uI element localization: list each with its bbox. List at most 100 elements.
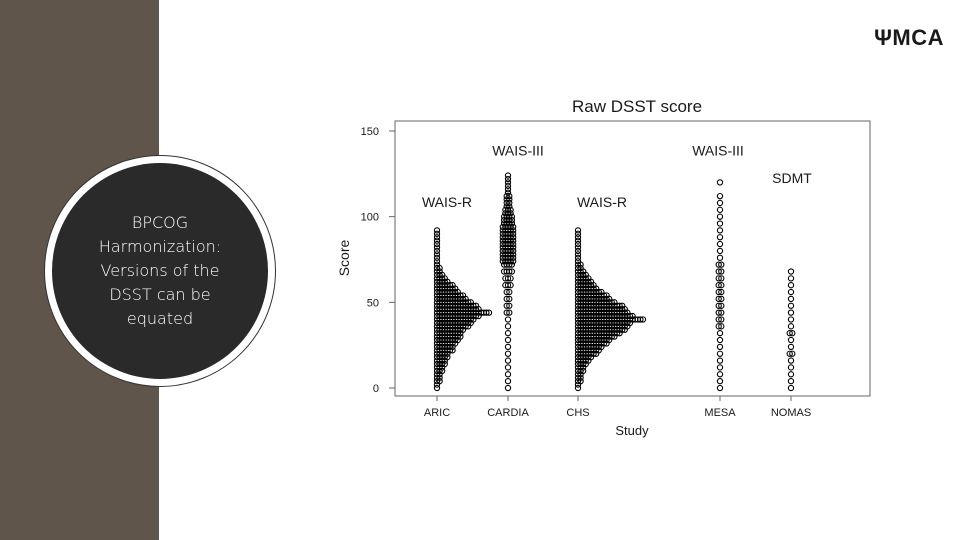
data-point — [503, 309, 510, 316]
data-point — [716, 220, 724, 227]
data-point — [504, 350, 512, 357]
data-point — [507, 275, 514, 282]
data-point — [504, 377, 512, 385]
data-point — [506, 302, 513, 309]
data-point — [787, 377, 795, 385]
y-tick-label: 0 — [373, 383, 379, 395]
data-point — [715, 268, 722, 275]
x-tick-label: ARIC — [424, 407, 450, 419]
data-point — [786, 330, 793, 337]
data-point — [433, 247, 441, 255]
data-point — [433, 230, 441, 237]
data-point — [504, 275, 512, 282]
data-point — [716, 336, 724, 344]
data-point — [789, 350, 796, 357]
data-point — [574, 240, 582, 248]
data-point — [787, 316, 795, 323]
callout-circle: BPCOG Harmonization: Versions of the DSS… — [52, 163, 268, 379]
x-tick-label: MESA — [704, 407, 736, 419]
data-point — [504, 182, 512, 189]
data-point — [472, 302, 480, 309]
dsst-scatter-chart: Raw DSST score Score Study 0 50 100 150 ARI… — [336, 97, 871, 438]
data-point — [504, 282, 512, 289]
data-point — [504, 371, 512, 378]
x-tick-label: CHS — [566, 407, 589, 419]
data-point — [485, 309, 493, 316]
data-point — [574, 230, 582, 237]
data-point — [789, 330, 796, 337]
data-point — [629, 312, 636, 320]
data-point — [574, 251, 582, 258]
data-point — [433, 384, 441, 392]
data-point — [433, 258, 441, 265]
data-point — [506, 261, 513, 268]
data-point — [786, 350, 793, 357]
data-point — [507, 223, 514, 231]
data-point — [787, 295, 795, 303]
data-point — [716, 179, 724, 186]
data-point — [616, 302, 623, 309]
data-point — [787, 302, 795, 309]
data-point — [716, 357, 724, 364]
data-point — [508, 261, 516, 268]
y-tick-label: 100 — [361, 212, 379, 224]
data-point — [504, 336, 512, 344]
data-point — [787, 371, 795, 378]
data-point — [716, 364, 724, 371]
y-tick-label: 50 — [367, 297, 379, 309]
data-point — [716, 377, 724, 385]
data-point — [718, 268, 725, 275]
data-point — [716, 371, 724, 378]
y-axis-label: Score — [336, 240, 352, 277]
data-point — [504, 343, 512, 351]
data-point — [787, 309, 795, 316]
data-point — [503, 192, 510, 200]
data-point — [787, 268, 795, 275]
data-point — [506, 309, 513, 316]
data-point — [433, 264, 441, 272]
chart-title: Raw DSST score — [572, 97, 702, 116]
data-point — [503, 295, 510, 303]
data-point — [504, 357, 512, 364]
plot-frame — [394, 120, 871, 397]
data-point — [718, 316, 725, 323]
data-point — [506, 268, 513, 275]
data-point — [715, 316, 722, 323]
data-point — [467, 299, 474, 306]
data-point — [503, 288, 510, 296]
data-point — [718, 302, 725, 309]
data-point — [716, 240, 724, 248]
data-point — [506, 192, 513, 200]
data-point — [507, 206, 514, 213]
data-point — [619, 302, 626, 309]
data-point — [504, 323, 512, 330]
version-annotation: WAIS-R — [422, 194, 472, 210]
mca-logo: ΨMCA — [874, 25, 944, 50]
data-point — [574, 247, 582, 255]
data-point — [715, 275, 722, 282]
data-point — [459, 292, 467, 299]
data-point — [611, 299, 618, 306]
version-annotation: WAIS-III — [492, 143, 544, 159]
data-point — [433, 234, 441, 241]
data-point — [504, 316, 512, 323]
data-point — [718, 275, 725, 282]
version-annotation: WAIS-R — [577, 194, 627, 210]
data-point — [504, 206, 512, 213]
data-point — [504, 189, 512, 196]
data-point — [433, 244, 441, 251]
data-point — [716, 330, 724, 337]
data-point — [715, 282, 722, 289]
data-point — [715, 261, 722, 268]
data-point — [433, 261, 441, 268]
data-point — [433, 237, 441, 244]
data-point — [716, 384, 724, 392]
x-tick-label: NOMAS — [771, 407, 811, 419]
data-point — [506, 288, 513, 296]
data-point — [716, 199, 724, 207]
data-point — [503, 302, 510, 309]
data-point — [715, 302, 722, 309]
data-point — [715, 288, 722, 296]
data-point — [603, 292, 610, 299]
data-point — [506, 213, 513, 220]
